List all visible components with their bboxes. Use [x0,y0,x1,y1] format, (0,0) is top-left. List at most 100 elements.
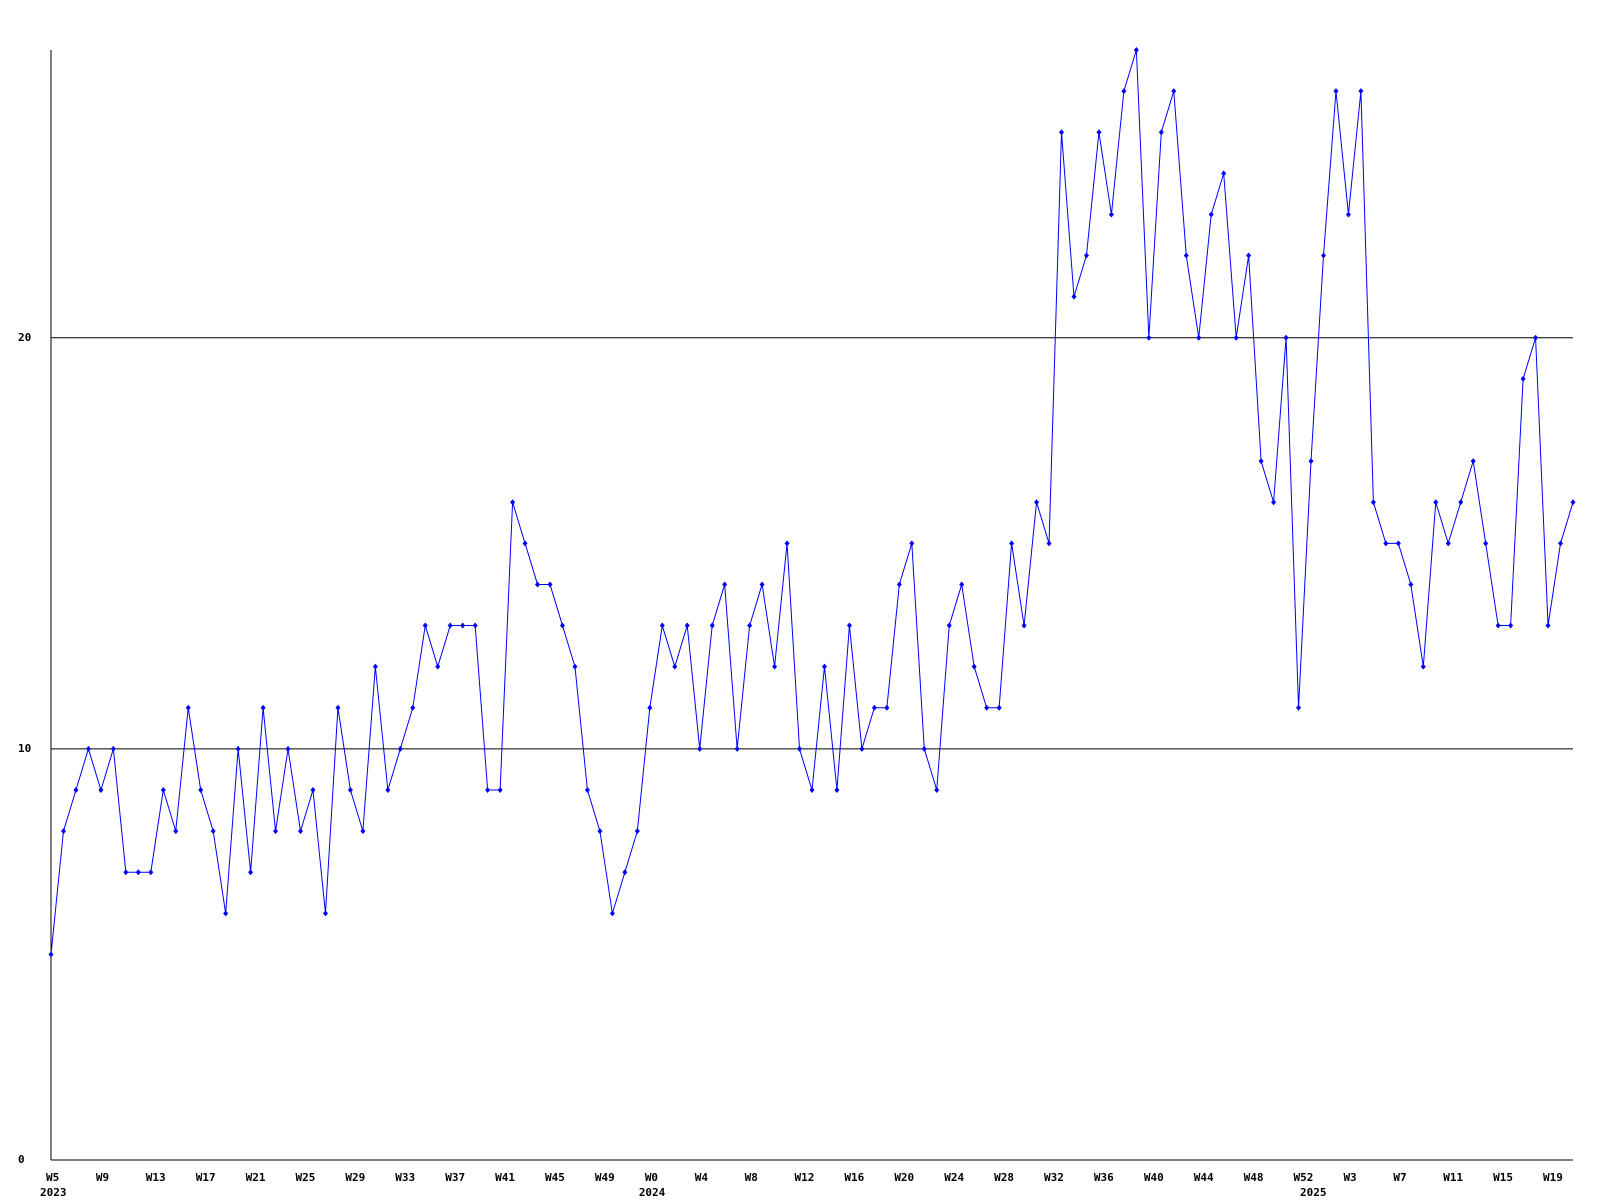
x-tick-label: W17 [196,1171,216,1184]
data-point [1358,88,1364,95]
x-tick-label: W21 [246,1171,266,1184]
data-point [410,704,416,711]
data-point [1508,622,1514,629]
data-point [535,581,541,588]
data-point [285,745,291,752]
data-point [772,663,778,670]
data-point [1395,540,1401,547]
data-point [1146,334,1152,341]
x-tick-label: W52 [1294,1171,1314,1184]
x-tick-label: W9 [96,1171,109,1184]
data-point [672,663,678,670]
data-point [1495,622,1501,629]
x-tick-label: W15 [1493,1171,1513,1184]
data-point [734,745,740,752]
x-tick-label: W0 [645,1171,658,1184]
x-tick-label: W13 [146,1171,166,1184]
year-label: 2024 [639,1186,666,1199]
data-point [1320,252,1326,259]
data-point [722,581,728,588]
data-point [959,581,965,588]
data-point [572,663,578,670]
data-point [1420,663,1426,670]
data-point [185,704,191,711]
data-point [1171,88,1177,95]
data-point [273,828,279,835]
data-point [98,787,104,793]
data-point [497,787,503,793]
data-point [547,581,553,588]
data-point [60,828,66,835]
data-point [622,869,628,876]
data-point [1208,211,1214,218]
data-point [1034,499,1040,506]
data-point [173,828,179,835]
data-point [110,745,116,752]
data-point [447,622,453,629]
data-point [1108,211,1114,218]
data-point [697,745,703,752]
x-tick-label: W3 [1343,1171,1356,1184]
data-point [597,828,603,835]
x-tick-label: W12 [795,1171,815,1184]
x-tick-label: W7 [1393,1171,1406,1184]
data-point [971,663,977,670]
data-point [1383,540,1389,547]
data-point [223,910,229,917]
data-point [1445,540,1451,547]
data-point [347,787,353,793]
data-point [260,704,266,711]
data-point [1433,499,1439,506]
data-point [510,499,516,506]
data-point [784,540,790,547]
data-point [123,869,129,876]
data-point [921,745,927,752]
data-point [559,622,565,629]
data-point [1059,129,1065,136]
data-point [659,622,665,629]
data-point [759,581,765,588]
data-point [1121,88,1127,95]
year-label: 2025 [1300,1186,1327,1199]
x-tick-label: W33 [395,1171,415,1184]
data-point [1470,458,1476,465]
data-point [584,787,590,793]
x-tick-label: W4 [695,1171,709,1184]
data-point [372,663,378,670]
x-tick-label: W5 [46,1171,59,1184]
data-point [871,704,877,711]
data-point [310,787,316,793]
data-point [397,745,403,752]
data-point [1408,581,1414,588]
data-point [1246,252,1252,259]
x-tick-label: W37 [445,1171,465,1184]
data-point [821,663,827,670]
series-line [50,49,1574,955]
data-point [984,704,990,711]
data-point [1009,540,1015,547]
x-tick-label: W20 [894,1171,914,1184]
data-point [48,951,54,958]
data-point [1071,293,1077,300]
data-point [460,622,466,629]
data-point [248,869,254,876]
data-point [73,787,79,793]
data-point [1021,622,1027,629]
x-tick-label: W49 [595,1171,615,1184]
x-tick-label: W24 [944,1171,964,1184]
data-point [1533,334,1539,341]
y-tick-label: 20 [18,331,31,344]
x-tick-label: W41 [495,1171,515,1184]
data-point [1370,499,1376,506]
data-point [1183,252,1189,259]
data-point [747,622,753,629]
data-point [1221,170,1227,177]
data-point [148,869,154,876]
data-point [1133,47,1139,53]
data-point [485,787,491,793]
data-point [360,828,366,835]
data-point [909,540,915,547]
data-point [834,787,840,793]
x-tick-label: W48 [1244,1171,1264,1184]
